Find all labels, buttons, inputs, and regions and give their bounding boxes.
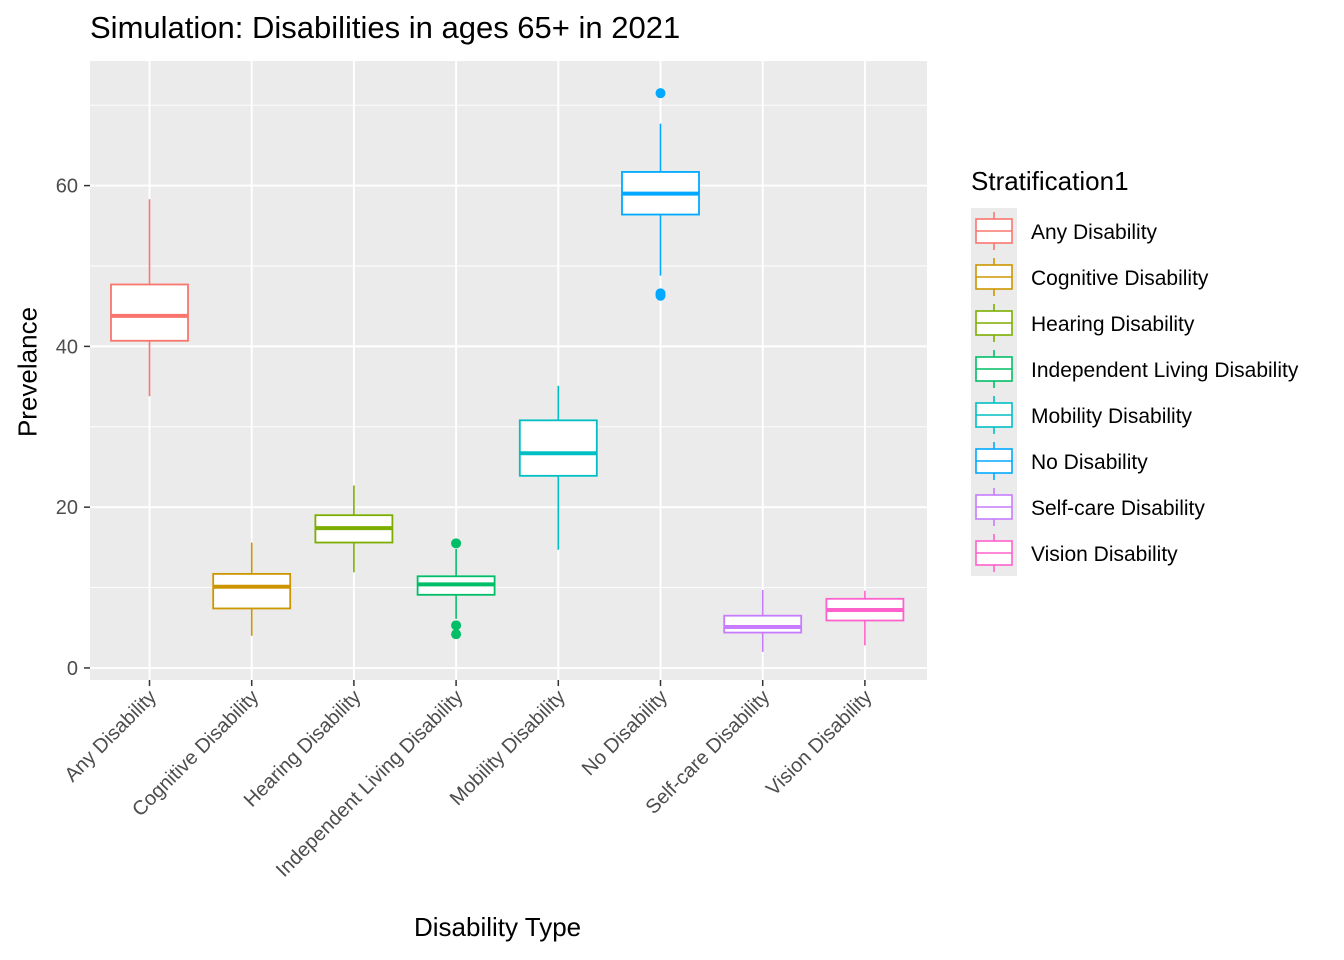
box-rect	[212, 572, 292, 610]
legend-item-label: Hearing Disability	[1031, 313, 1195, 336]
y-tick-label: 60	[56, 176, 78, 198]
y-tick-label: 20	[56, 497, 78, 519]
legend-title: Stratification1	[971, 166, 1129, 196]
x-tick-label: No Disability	[578, 686, 672, 780]
x-tick-label: Independent Living Disability	[272, 686, 468, 882]
box-outlier-point	[655, 88, 666, 99]
legend-item-label: Mobility Disability	[1031, 405, 1193, 428]
y-tick-label: 0	[67, 658, 78, 680]
y-axis-label: Prevelance	[12, 306, 43, 438]
box-outlier-point	[655, 290, 666, 301]
legend-item-label: Any Disability	[1031, 221, 1158, 244]
box-outlier-point	[451, 629, 462, 640]
box-outlier-point	[451, 620, 462, 631]
box-rect	[110, 283, 189, 342]
box-rect	[518, 419, 598, 477]
box-outlier-point	[451, 538, 462, 549]
chart-title: Simulation: Disabilities in ages 65+ in …	[90, 10, 681, 45]
legend-item-label: Vision Disability	[1031, 543, 1178, 566]
x-tick-label: Vision Disability	[762, 686, 876, 800]
x-tick-label: Any Disability	[61, 686, 161, 786]
x-axis-label: Disability Type	[414, 912, 582, 942]
box-rect	[723, 614, 803, 634]
legend-item-label: Cognitive Disability	[1031, 267, 1209, 290]
legend-item-label: No Disability	[1031, 451, 1148, 474]
legend-item-label: Independent Living Disability	[1031, 359, 1299, 382]
y-tick-label: 40	[56, 336, 78, 358]
legend-item-label: Self-care Disability	[1031, 497, 1205, 520]
